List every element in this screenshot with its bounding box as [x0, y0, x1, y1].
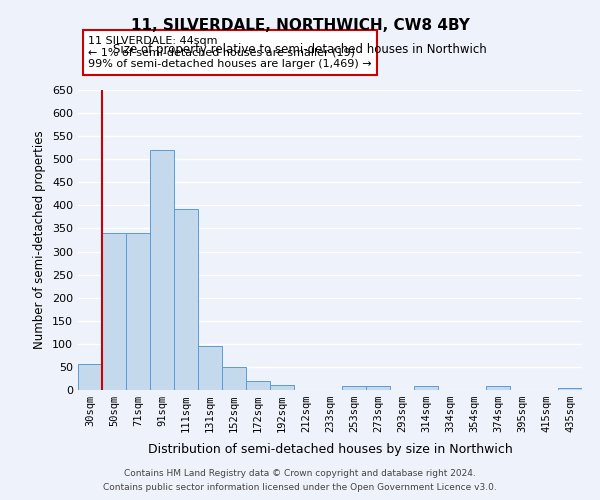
- Bar: [102, 233, 126, 390]
- Text: 11, SILVERDALE, NORTHWICH, CW8 4BY: 11, SILVERDALE, NORTHWICH, CW8 4BY: [131, 18, 469, 32]
- Bar: [222, 367, 246, 390]
- Bar: [174, 208, 198, 390]
- Bar: [558, 388, 582, 390]
- Text: 11 SILVERDALE: 44sqm
← 1% of semi-detached houses are smaller (19)
99% of semi-d: 11 SILVERDALE: 44sqm ← 1% of semi-detach…: [88, 36, 372, 69]
- Text: Contains public sector information licensed under the Open Government Licence v3: Contains public sector information licen…: [103, 484, 497, 492]
- Bar: [198, 346, 222, 390]
- X-axis label: Distribution of semi-detached houses by size in Northwich: Distribution of semi-detached houses by …: [148, 444, 512, 456]
- Bar: [246, 381, 270, 390]
- Bar: [150, 150, 174, 390]
- Bar: [342, 386, 366, 390]
- Y-axis label: Number of semi-detached properties: Number of semi-detached properties: [34, 130, 46, 350]
- Bar: [270, 386, 294, 390]
- Bar: [366, 386, 390, 390]
- Bar: [78, 364, 102, 390]
- Bar: [126, 233, 150, 390]
- Text: Size of property relative to semi-detached houses in Northwich: Size of property relative to semi-detach…: [113, 42, 487, 56]
- Bar: [414, 386, 438, 390]
- Bar: [486, 386, 510, 390]
- Text: Contains HM Land Registry data © Crown copyright and database right 2024.: Contains HM Land Registry data © Crown c…: [124, 468, 476, 477]
